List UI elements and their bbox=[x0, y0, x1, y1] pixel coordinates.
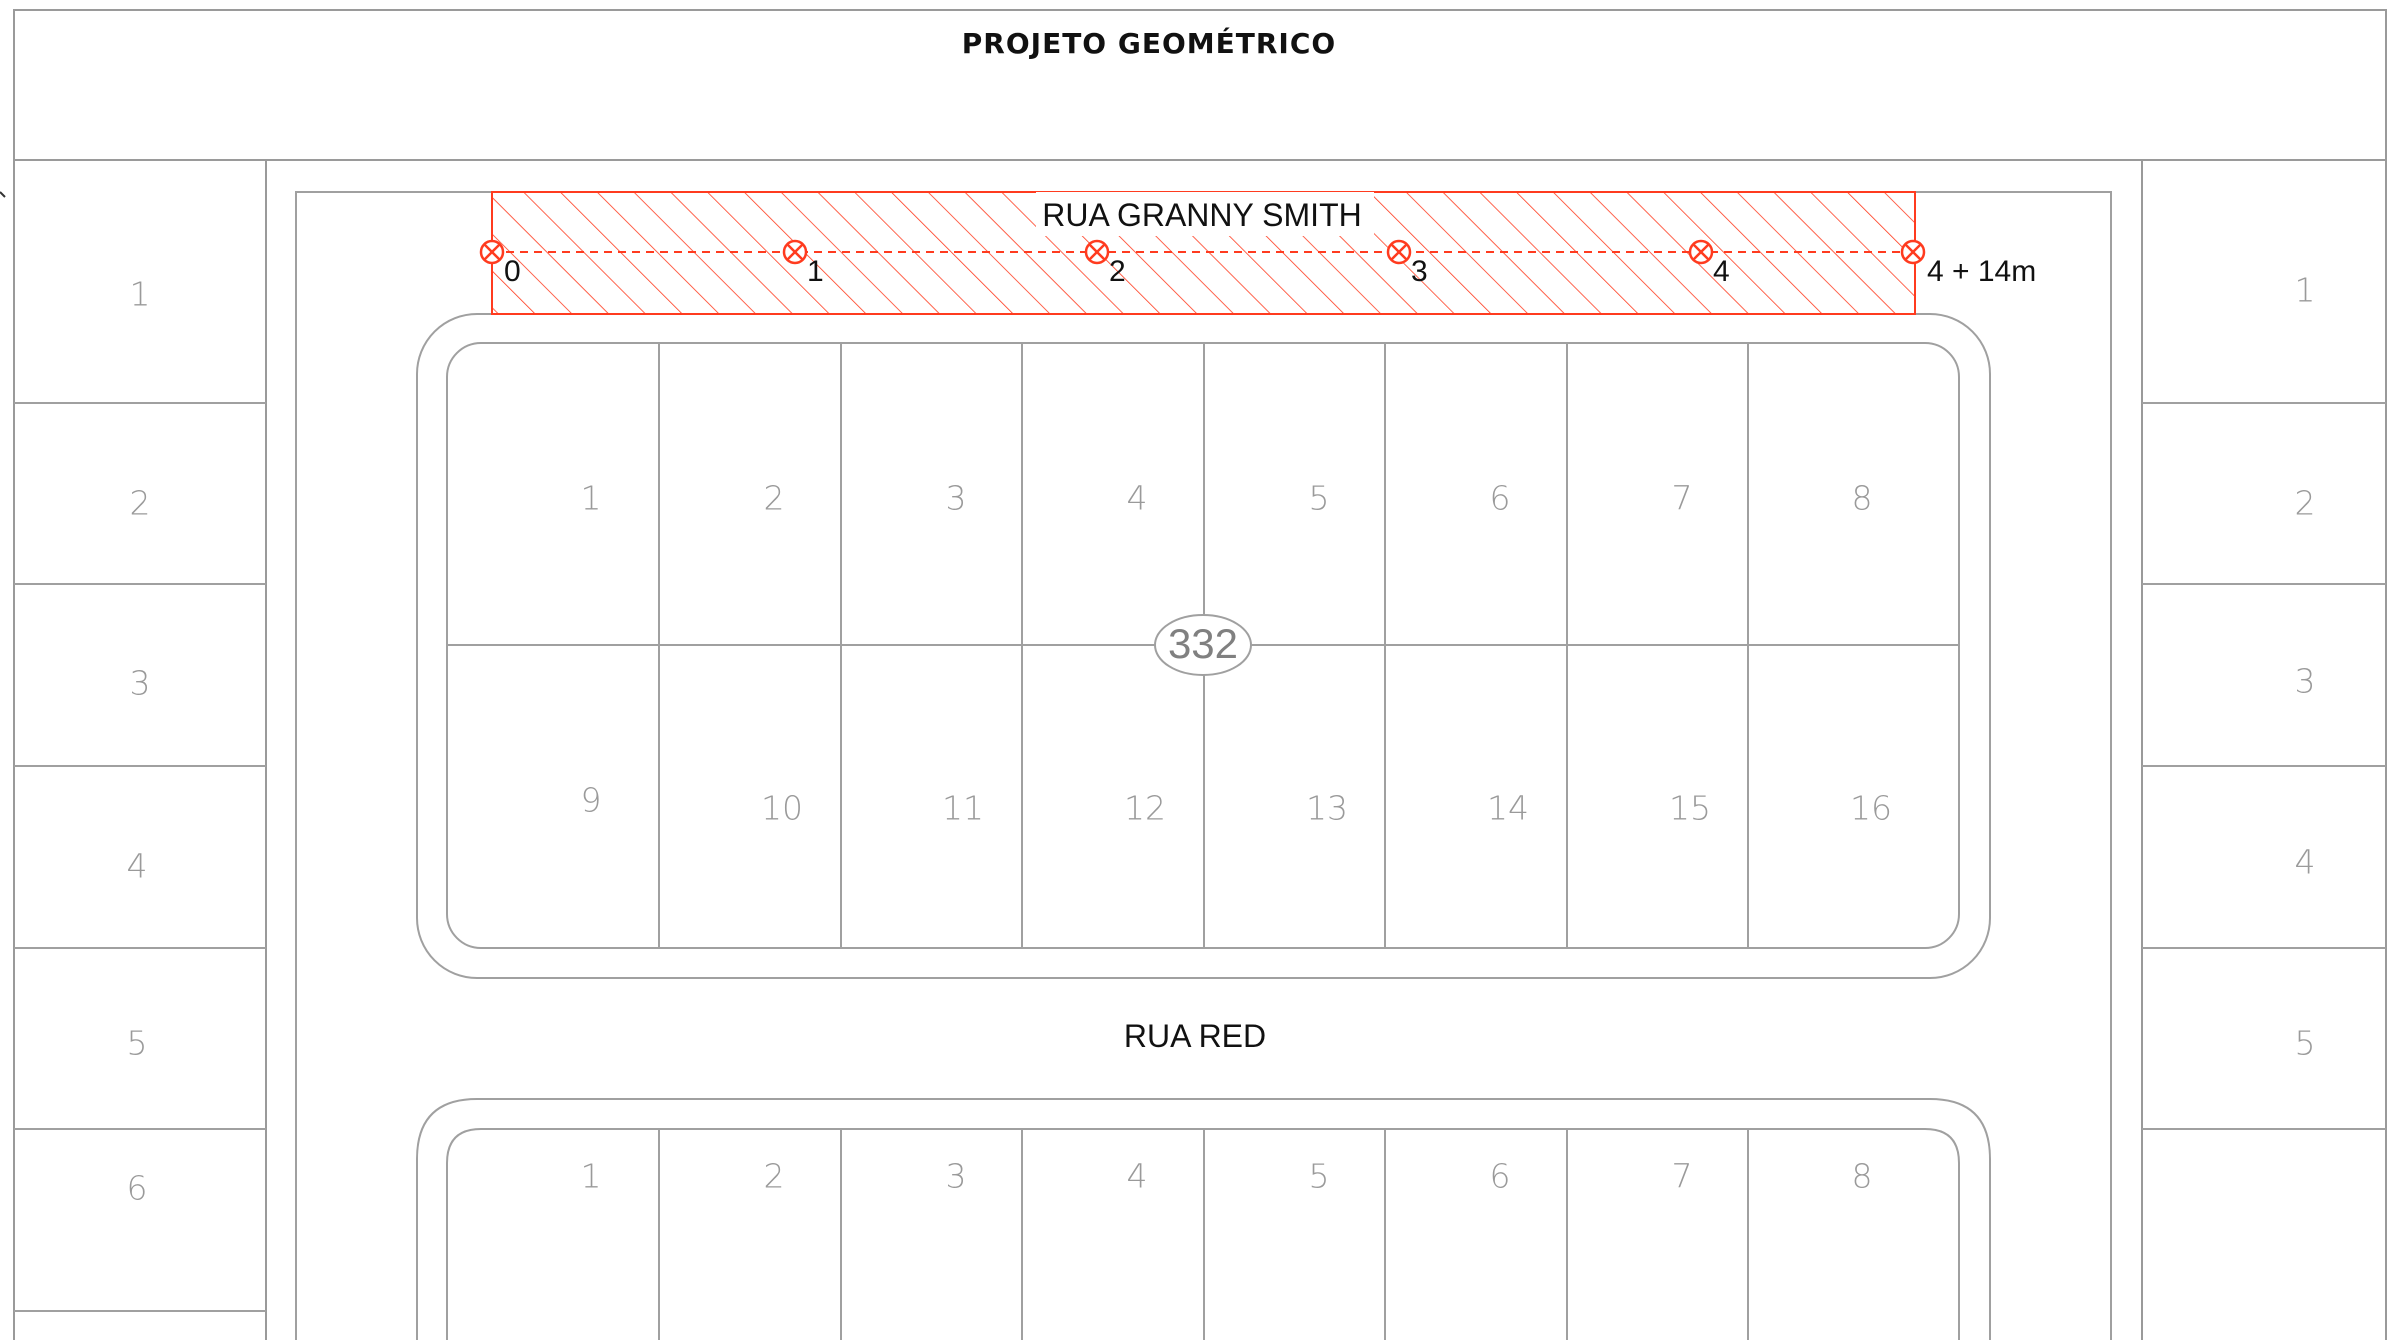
left-lot-number: 4 bbox=[127, 847, 148, 886]
station-label: 2 bbox=[1109, 255, 1126, 288]
street-label-granny-smith: RUA GRANNY SMITH bbox=[1042, 197, 1361, 233]
left-lot-number: 5 bbox=[127, 1024, 148, 1063]
left-lot-number: 6 bbox=[127, 1169, 148, 1208]
block-1-lot-number: 3 bbox=[946, 479, 967, 518]
block-1-lot-number: 6 bbox=[1490, 479, 1511, 518]
block-2-lot-number: 1 bbox=[581, 1157, 602, 1196]
right-lot-number: 5 bbox=[2295, 1024, 2316, 1063]
block-1-lot-number: 13 bbox=[1306, 789, 1348, 828]
page-title: PROJETO GEOMÉTRICO bbox=[962, 26, 1336, 60]
block-2-lot-number: 2 bbox=[764, 1157, 785, 1196]
block-number-badge: 332 bbox=[1154, 614, 1252, 676]
block-2-lot-number: 5 bbox=[1309, 1157, 1330, 1196]
block-number: 332 bbox=[1168, 620, 1238, 667]
right-lot-number: 3 bbox=[2295, 662, 2316, 701]
block-2-outer-curb bbox=[416, 1098, 1991, 1340]
station-marker bbox=[782, 239, 808, 265]
block-1-lot-number: 12 bbox=[1124, 789, 1166, 828]
station-marker bbox=[1084, 239, 1110, 265]
street-label-red: RUA RED bbox=[1124, 1018, 1266, 1054]
block-1-lot-number: 10 bbox=[761, 789, 803, 828]
block-2-lot-dividers bbox=[658, 1129, 1749, 1340]
street-label-backing bbox=[1036, 192, 1374, 236]
right-lot-number: 2 bbox=[2295, 484, 2316, 523]
block-1-lot-number: 7 bbox=[1672, 479, 1693, 518]
station-label: 0 bbox=[504, 255, 521, 288]
left-lot-number: 3 bbox=[130, 664, 151, 703]
left-lot-number: 2 bbox=[130, 484, 151, 523]
right-lot-column: 1 2 3 4 5 bbox=[2141, 160, 2387, 1340]
edge-mark bbox=[0, 191, 6, 198]
block-1-lot-number: 14 bbox=[1487, 789, 1529, 828]
left-lot-column: 1 2 3 4 5 6 bbox=[13, 160, 267, 1340]
station-marker bbox=[1688, 239, 1714, 265]
block-1-lot-number: 2 bbox=[764, 479, 785, 518]
block-1-lot-number: 9 bbox=[581, 781, 602, 820]
station-marker bbox=[1900, 239, 1926, 265]
station-marker bbox=[1386, 239, 1412, 265]
block-2-lot-number: 3 bbox=[946, 1157, 967, 1196]
right-lot-number: 1 bbox=[2295, 271, 2316, 310]
left-lot-number: 1 bbox=[130, 275, 151, 314]
block-1-lot-number: 4 bbox=[1127, 479, 1148, 518]
block-1-lot-number: 15 bbox=[1669, 789, 1711, 828]
station-marker bbox=[479, 239, 505, 265]
block-1-lot-number: 11 bbox=[942, 789, 984, 828]
station-label: 4 bbox=[1713, 255, 1730, 288]
right-lot-number: 4 bbox=[2295, 843, 2316, 882]
station-label: 3 bbox=[1411, 255, 1428, 288]
block-2-lot-number: 7 bbox=[1672, 1157, 1693, 1196]
block-1-lot-number: 8 bbox=[1852, 479, 1873, 518]
block-1-lot-number: 5 bbox=[1309, 479, 1330, 518]
block-2-lot-number: 8 bbox=[1852, 1157, 1873, 1196]
station-label: 4 + 14m bbox=[1927, 255, 2036, 288]
title-frame bbox=[13, 9, 2387, 161]
station-label: 1 bbox=[807, 255, 824, 288]
block-2-lot-number: 6 bbox=[1490, 1157, 1511, 1196]
block-1-lot-number: 1 bbox=[581, 479, 602, 518]
block-1-lot-number: 16 bbox=[1850, 789, 1892, 828]
block-2-lot-number: 4 bbox=[1127, 1157, 1148, 1196]
